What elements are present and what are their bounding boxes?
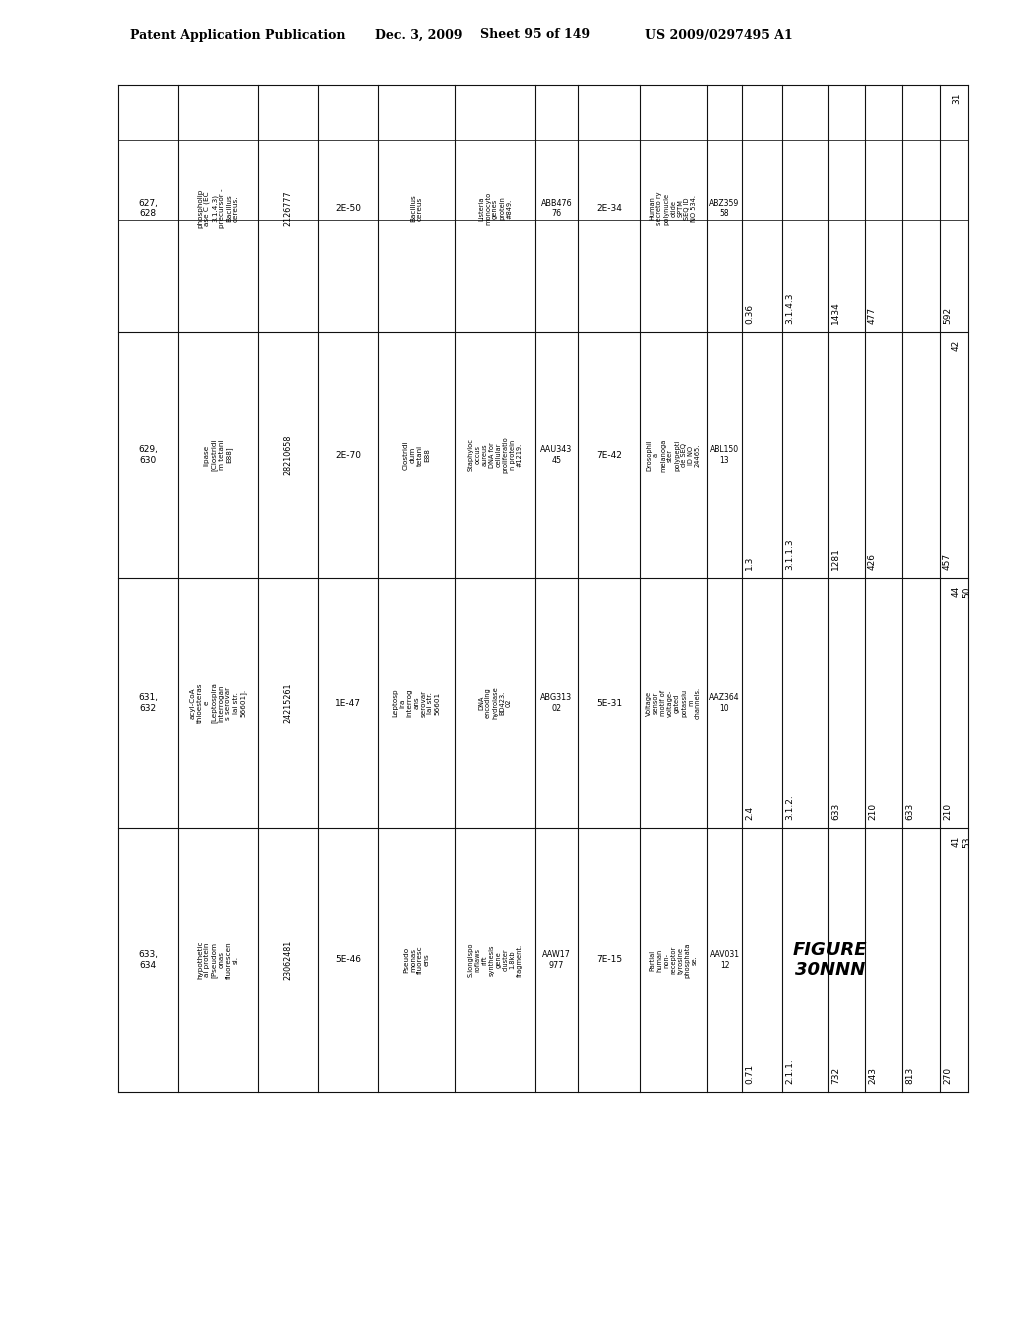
Text: 28210658: 28210658 — [284, 434, 293, 475]
Text: 0.36: 0.36 — [745, 304, 754, 323]
Text: 23062481: 23062481 — [284, 940, 293, 981]
Text: 633,
634: 633, 634 — [138, 950, 158, 970]
Text: Listeria
monocyto
genes
protein
#849.: Listeria monocyto genes protein #849. — [478, 191, 512, 226]
Text: ABL150
13: ABL150 13 — [710, 445, 739, 465]
Text: 42: 42 — [952, 341, 961, 351]
Text: AAV031
12: AAV031 12 — [710, 950, 739, 970]
Text: 1434: 1434 — [831, 301, 840, 323]
Text: Voltage
sensor
motif of
voltage-
gated
potassiu
m
channels.: Voltage sensor motif of voltage- gated p… — [646, 686, 701, 719]
Text: 1E-47: 1E-47 — [335, 698, 361, 708]
Text: 50: 50 — [962, 586, 971, 598]
Text: 732: 732 — [831, 1067, 840, 1084]
Text: 3.1.2.: 3.1.2. — [785, 795, 794, 820]
Text: 41: 41 — [952, 836, 961, 847]
Text: lipase
[Clostridi
m tetani
E88]: lipase [Clostridi m tetani E88] — [204, 438, 232, 471]
Text: 210: 210 — [943, 803, 952, 820]
Text: hypothetic
al protein
[Pseudom
onas
fluorescen
si.: hypothetic al protein [Pseudom onas fluo… — [198, 941, 239, 979]
Text: 31: 31 — [952, 92, 961, 104]
Text: 3.1.4.3: 3.1.4.3 — [785, 293, 794, 323]
Text: 5E-31: 5E-31 — [596, 698, 622, 708]
Text: 5E-46: 5E-46 — [335, 956, 361, 965]
Text: 629,
630: 629, 630 — [138, 445, 158, 465]
Text: Bacillus
cereus: Bacillus cereus — [410, 194, 423, 222]
Text: Pseudo
monas
fluoresc
ens: Pseudo monas fluoresc ens — [403, 945, 430, 974]
Text: 270: 270 — [943, 1067, 952, 1084]
Text: 2126777: 2126777 — [284, 190, 293, 226]
Text: Human
secreto ry
polynucle
otide
SPTM
SEQ ID
NO 534.: Human secreto ry polynucle otide SPTM SE… — [649, 191, 697, 226]
Text: 1.3: 1.3 — [745, 556, 754, 570]
Text: DNA
encoding
hydrolase
BD423.
02: DNA encoding hydrolase BD423. 02 — [478, 686, 512, 719]
Text: 633: 633 — [905, 803, 914, 820]
Text: 2E-34: 2E-34 — [596, 205, 622, 213]
Text: 2E-50: 2E-50 — [335, 205, 361, 213]
Text: 426: 426 — [868, 553, 877, 570]
Text: 633: 633 — [831, 803, 840, 820]
Text: 2.4: 2.4 — [745, 807, 754, 820]
Text: 813: 813 — [905, 1067, 914, 1084]
Text: acyl-CoA
thioesteras
e
[Leptospira
interrogan
s serovar
lai str.
56601].: acyl-CoA thioesteras e [Leptospira inter… — [189, 682, 246, 723]
Text: 627,
628: 627, 628 — [138, 199, 158, 218]
Text: Patent Application Publication: Patent Application Publication — [130, 29, 345, 41]
Text: ABG313
02: ABG313 02 — [541, 693, 572, 713]
Text: Staphyloc
occus
aureus
DNA for
cellular
proliferatio
n protein
#1219.: Staphyloc occus aureus DNA for cellular … — [468, 437, 522, 474]
Text: Clostridi
dum
tetani
E88: Clostridi dum tetani E88 — [403, 440, 430, 470]
Text: Leptosp
ira
interrog
ans
serovar
lai str.
56601: Leptosp ira interrog ans serovar lai str… — [392, 689, 440, 717]
Text: 2E-70: 2E-70 — [335, 450, 361, 459]
Text: 7E-42: 7E-42 — [596, 450, 622, 459]
Text: 477: 477 — [868, 306, 877, 323]
Text: 3.1.1.3: 3.1.1.3 — [785, 539, 794, 570]
Text: Partial
human
non-
receptor
tyrosine
phosphata
se.: Partial human non- receptor tyrosine pho… — [649, 942, 697, 978]
Text: 53: 53 — [962, 836, 971, 847]
Text: US 2009/0297495 A1: US 2009/0297495 A1 — [645, 29, 793, 41]
Text: 0.71: 0.71 — [745, 1064, 754, 1084]
Text: Drosophil
a
melanoga
ster
polypepti
de SEQ
ID NO
24465.: Drosophil a melanoga ster polypepti de S… — [646, 438, 701, 471]
Text: ABB476
76: ABB476 76 — [541, 199, 572, 218]
Text: S.longispo
roflaws
rift
synthesis
gene
cluster
1.8kb
fragment.: S.longispo roflaws rift synthesis gene c… — [468, 942, 522, 977]
Text: 7E-15: 7E-15 — [596, 956, 622, 965]
Text: ABZ359
58: ABZ359 58 — [710, 199, 739, 218]
Text: 457: 457 — [943, 553, 952, 570]
Text: AAW17
977: AAW17 977 — [542, 950, 571, 970]
Text: 2.1.1.: 2.1.1. — [785, 1059, 794, 1084]
Text: 243: 243 — [868, 1067, 877, 1084]
Text: FIGURE
30NNN: FIGURE 30NNN — [793, 941, 867, 979]
Text: 44: 44 — [952, 586, 961, 597]
Text: 210: 210 — [868, 803, 877, 820]
Text: 631,
632: 631, 632 — [138, 693, 158, 713]
Text: 1281: 1281 — [831, 546, 840, 570]
Text: AAZ364
10: AAZ364 10 — [710, 693, 739, 713]
Text: 24215261: 24215261 — [284, 682, 293, 723]
Text: Sheet 95 of 149: Sheet 95 of 149 — [480, 29, 590, 41]
Text: 592: 592 — [943, 306, 952, 323]
Text: Dec. 3, 2009: Dec. 3, 2009 — [375, 29, 463, 41]
Text: phospholip
ase C (EC
3.1.4.3)
precursor -
Bacillus
cereus.: phospholip ase C (EC 3.1.4.3) precursor … — [197, 189, 239, 228]
Text: AAU343
45: AAU343 45 — [541, 445, 572, 465]
